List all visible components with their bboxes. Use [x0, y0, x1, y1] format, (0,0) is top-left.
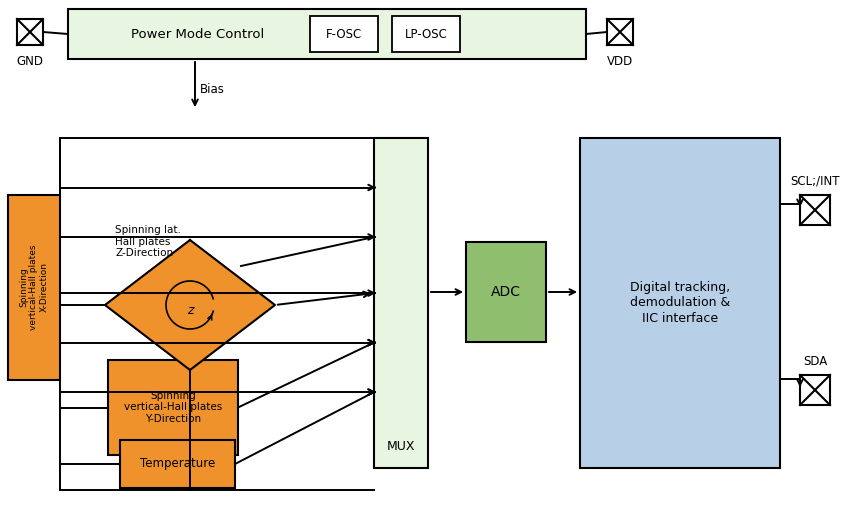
Text: LP-OSC: LP-OSC [404, 27, 448, 40]
Bar [392, 16, 460, 52]
Bar [466, 242, 546, 342]
Bar [17, 19, 43, 45]
Text: Digital tracking,
demodulation &
IIC interface: Digital tracking, demodulation & IIC int… [630, 281, 730, 325]
Bar [8, 195, 60, 380]
Bar [800, 375, 830, 405]
Bar [120, 440, 235, 488]
Polygon shape [105, 240, 275, 370]
Text: Temperature: Temperature [140, 458, 215, 471]
Text: Spinning lat.
Hall plates
Z-Direction: Spinning lat. Hall plates Z-Direction [115, 225, 181, 258]
Text: SCL;/INT: SCL;/INT [791, 175, 840, 188]
Text: Spinning
vertical-Hall plates
Y-Direction: Spinning vertical-Hall plates Y-Directio… [124, 391, 222, 424]
Bar [310, 16, 378, 52]
Bar [68, 9, 586, 59]
Bar [108, 360, 238, 455]
Text: VDD: VDD [607, 55, 633, 68]
Text: Bias: Bias [200, 83, 225, 96]
Text: MUX: MUX [386, 440, 415, 453]
Bar [374, 138, 428, 468]
Text: Power Mode Control: Power Mode Control [131, 27, 265, 40]
Text: ADC: ADC [491, 285, 521, 299]
Text: Spinning
vertical-Hall plates
X-Direction: Spinning vertical-Hall plates X-Directio… [19, 245, 49, 330]
Text: SDA: SDA [802, 355, 827, 368]
Text: GND: GND [16, 55, 43, 68]
Text: z: z [186, 304, 193, 317]
Bar [580, 138, 780, 468]
Bar [607, 19, 633, 45]
Bar [800, 195, 830, 225]
Text: F-OSC: F-OSC [326, 27, 363, 40]
